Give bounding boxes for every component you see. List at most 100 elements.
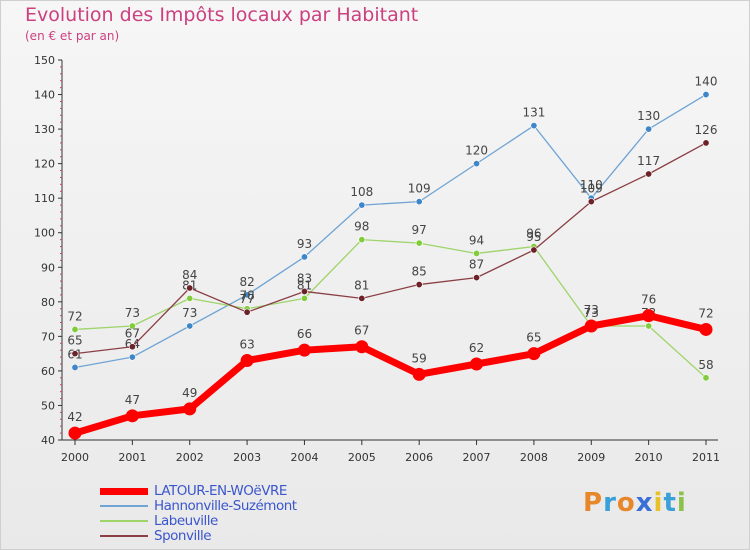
x-tick-label: 2008	[520, 451, 548, 464]
data-label: 81	[297, 278, 312, 292]
y-tick-label: 70	[41, 330, 55, 343]
data-point	[415, 198, 423, 206]
y-tick-label: 140	[34, 89, 55, 102]
data-label: 72	[698, 306, 713, 320]
data-label: 72	[67, 309, 82, 323]
data-label: 110	[580, 178, 603, 192]
data-label: 67	[125, 327, 140, 341]
data-label: 73	[584, 306, 599, 320]
logo-letter: x	[635, 488, 654, 518]
y-tick-label: 60	[41, 365, 55, 378]
y-tick-label: 110	[34, 192, 55, 205]
data-label: 59	[412, 351, 427, 365]
logo-letter: o	[616, 488, 636, 518]
data-label: 73	[584, 303, 599, 317]
series-line-3	[71, 312, 710, 437]
data-label: 73	[125, 306, 140, 320]
y-tick-label: 150	[34, 54, 55, 67]
data-point	[702, 139, 710, 147]
legend-item: Hannonville-Suzémont	[100, 498, 297, 514]
data-point	[243, 291, 251, 299]
data-point	[587, 198, 595, 206]
data-label: 120	[465, 144, 488, 158]
x-tick-label: 2005	[348, 451, 376, 464]
chart-legend: LATOUR-EN-WOëVRE Hannonville-Suzémont Labe…	[100, 483, 297, 544]
data-label: 67	[354, 324, 369, 338]
data-point	[128, 322, 136, 330]
data-point	[645, 322, 653, 330]
data-label: 96	[526, 227, 541, 241]
data-label: 49	[182, 386, 197, 400]
data-label: 95	[526, 230, 541, 244]
x-tick-label: 2007	[463, 451, 491, 464]
data-point	[645, 125, 653, 133]
legend-swatch	[100, 505, 148, 507]
data-point	[68, 426, 82, 440]
data-point	[415, 239, 423, 247]
data-point	[530, 122, 538, 130]
y-tick-label: 80	[41, 296, 55, 309]
x-tick-label: 2011	[692, 451, 720, 464]
logo-letter: r	[603, 488, 617, 518]
data-label: 82	[239, 275, 254, 289]
data-point	[415, 281, 423, 289]
data-label: 109	[408, 182, 431, 196]
data-label: 130	[637, 109, 660, 123]
x-tick-label: 2000	[61, 451, 89, 464]
data-point	[645, 170, 653, 178]
y-tick-label: 100	[34, 227, 55, 240]
legend-swatch	[100, 535, 148, 537]
data-point	[642, 309, 656, 323]
data-point	[186, 294, 194, 302]
data-label: 63	[239, 338, 254, 352]
data-point	[300, 294, 308, 302]
x-tick-label: 2004	[290, 451, 318, 464]
data-point	[186, 322, 194, 330]
data-point	[358, 201, 366, 209]
x-tick-label: 2002	[176, 451, 204, 464]
data-point	[358, 236, 366, 244]
x-tick-label: 2009	[577, 451, 605, 464]
data-point	[473, 249, 481, 257]
logo-letter: i	[653, 488, 664, 518]
logo-letter: i	[676, 488, 687, 518]
data-point	[243, 308, 251, 316]
y-tick-label: 120	[34, 158, 55, 171]
data-point	[358, 294, 366, 302]
logo-letter: P	[583, 488, 604, 518]
data-label: 109	[580, 182, 603, 196]
data-label: 93	[297, 237, 312, 251]
data-label: 140	[695, 75, 718, 89]
data-label: 62	[469, 341, 484, 355]
data-point	[702, 374, 710, 382]
legend-label: Labeuville	[154, 513, 218, 529]
data-point	[297, 343, 311, 357]
legend-item: Labeuville	[100, 513, 297, 529]
data-label: 87	[469, 258, 484, 272]
data-point	[699, 322, 713, 336]
data-point	[473, 274, 481, 282]
data-label: 85	[412, 265, 427, 279]
data-point	[530, 246, 538, 254]
data-point	[470, 357, 484, 371]
data-label: 58	[698, 358, 713, 372]
data-point	[473, 160, 481, 168]
series-line-2	[74, 142, 707, 355]
data-point	[71, 350, 79, 358]
data-label: 108	[350, 185, 373, 199]
legend-swatch	[100, 487, 148, 495]
data-point	[125, 409, 139, 423]
legend-label: Sponville	[154, 528, 212, 544]
x-tick-label: 2003	[233, 451, 261, 464]
data-label: 65	[67, 334, 82, 348]
data-label: 66	[297, 327, 312, 341]
x-tick-label: 2010	[635, 451, 663, 464]
data-point	[186, 284, 194, 292]
data-point	[300, 253, 308, 261]
y-tick-label: 50	[41, 399, 55, 412]
proxiti-logo: Proxiti	[583, 488, 687, 518]
data-point	[128, 353, 136, 361]
chart-subtitle: (en € et par an)	[25, 29, 120, 43]
data-label: 84	[182, 268, 197, 282]
